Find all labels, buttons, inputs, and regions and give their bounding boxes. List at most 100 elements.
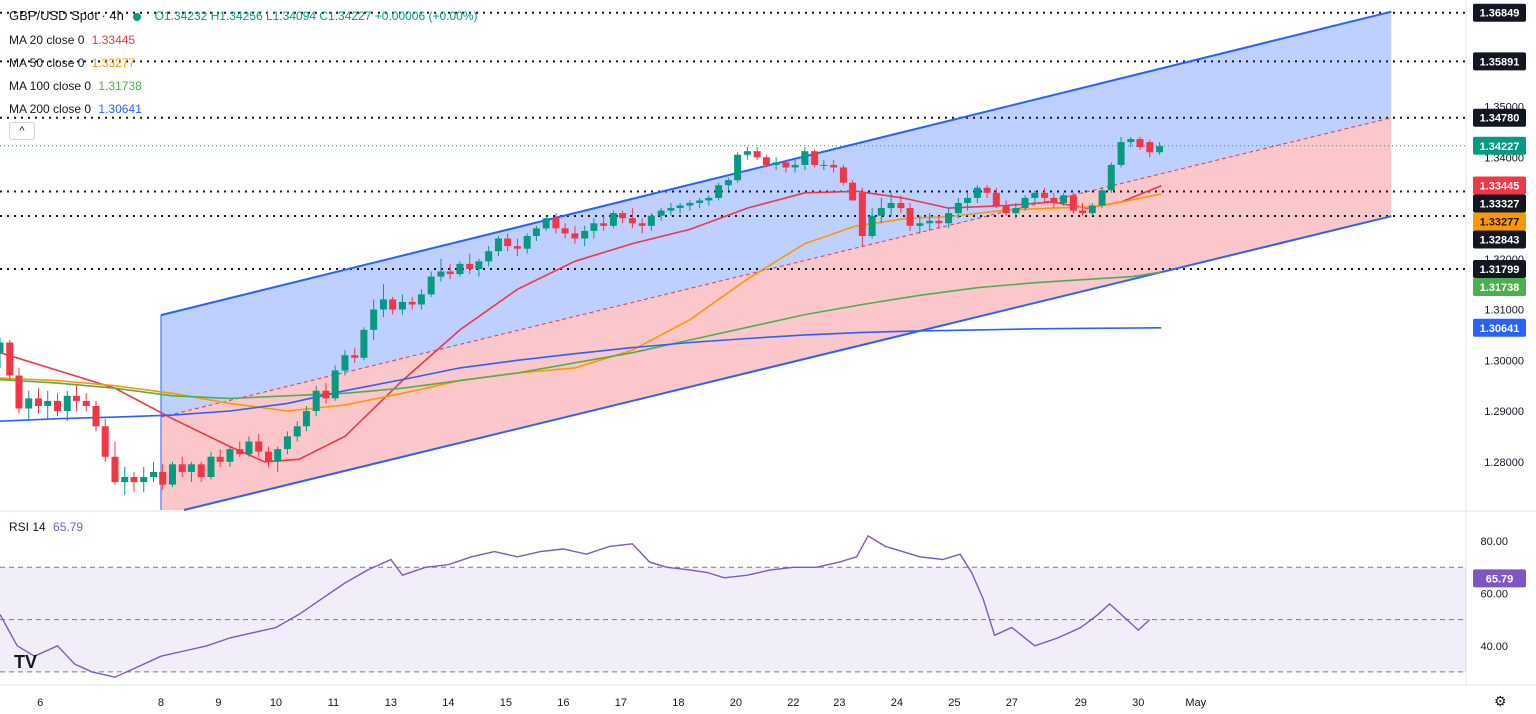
candle-body: [92, 405, 100, 427]
candle-body: [983, 187, 991, 193]
candle-body: [1127, 139, 1135, 143]
rsi-tick-label: 40.00: [1480, 641, 1508, 653]
time-tick-label: 23: [833, 697, 845, 709]
rsi-line: [0, 534, 1151, 678]
candle-body: [628, 218, 636, 224]
candle-body: [1117, 142, 1125, 165]
candle-body: [331, 370, 339, 399]
ma200-legend[interactable]: MA 200 close 0 1.30641: [9, 102, 142, 116]
candle-body: [15, 375, 23, 409]
price-label-text: 1.33327: [1480, 198, 1520, 210]
tradingview-logo[interactable]: TV: [14, 652, 37, 673]
ma50-label: MA 50 close 0: [9, 56, 85, 70]
price-label-box: [1473, 318, 1526, 337]
candle-body: [782, 162, 790, 168]
price-label-box: [1473, 176, 1526, 195]
candle-body: [245, 441, 253, 455]
time-tick-label: 10: [270, 697, 282, 709]
price-label-text: 1.31799: [1480, 264, 1520, 276]
logo-text: TV: [14, 652, 38, 672]
candle-body: [897, 202, 905, 209]
rsi-legend[interactable]: RSI 14 65.79: [9, 520, 83, 534]
time-tick-label: 14: [442, 697, 454, 709]
time-tick-label: 24: [891, 697, 903, 709]
time-tick-label: 15: [500, 697, 512, 709]
candle-body: [408, 301, 416, 305]
candle-body: [25, 398, 33, 409]
price-tick-label: 1.28000: [1484, 457, 1524, 469]
price-label-box: [1473, 230, 1526, 249]
candle-body: [197, 464, 205, 478]
candle-body: [207, 456, 215, 478]
candle-body: [1136, 139, 1144, 148]
candle-body: [839, 167, 847, 183]
candle-body: [446, 271, 454, 275]
candle-body: [236, 449, 244, 455]
candle-body: [992, 192, 1000, 206]
candle-body: [609, 213, 617, 226]
symbol-legend: GBP/USD Spot · 4h O1.34232 H1.34256 L1.3…: [9, 8, 478, 23]
time-tick-label: May: [1185, 697, 1206, 709]
candle-body: [590, 223, 598, 231]
candle-body: [791, 164, 799, 168]
candle-body: [600, 223, 608, 226]
candle-body: [379, 299, 387, 310]
candle-body: [906, 208, 914, 226]
price-label-box: [1473, 52, 1526, 71]
time-tick-label: 11: [328, 697, 339, 709]
candle-body: [312, 390, 320, 412]
candle-body: [255, 441, 263, 452]
candle-body: [293, 426, 301, 437]
price-label-text: 1.35891: [1480, 56, 1520, 68]
candle-body: [887, 202, 895, 209]
rsi-label: RSI 14: [9, 520, 46, 534]
candle-body: [877, 208, 885, 216]
channel-upper-fill: [160, 11, 1392, 418]
gear-icon[interactable]: ⚙: [1494, 693, 1507, 709]
ma100-legend[interactable]: MA 100 close 0 1.31738: [9, 79, 142, 93]
time-tick-label: 16: [557, 697, 569, 709]
time-tick-label: 29: [1075, 697, 1087, 709]
candle-body: [130, 477, 138, 483]
candle-body: [762, 157, 770, 165]
ma100-value: 1.31738: [98, 79, 142, 93]
candle-body: [121, 477, 129, 483]
candle-body: [1069, 195, 1077, 211]
candle-body: [427, 276, 435, 295]
candle-body: [964, 197, 972, 203]
channel-lower-fill: [160, 117, 1392, 510]
symbol-title[interactable]: GBP/USD Spot · 4h: [9, 8, 124, 23]
candle-body: [858, 192, 866, 236]
candle-body: [475, 261, 483, 269]
candle-body: [456, 263, 464, 275]
candle-body: [811, 151, 819, 165]
candle-body: [1156, 146, 1164, 153]
price-tick-label: 1.30000: [1484, 355, 1524, 367]
candle-body: [724, 180, 732, 186]
channel-middle-line: [160, 117, 1392, 418]
candle-body: [302, 411, 310, 427]
ma20-legend[interactable]: MA 20 close 0 1.33445: [9, 33, 135, 47]
candle-body: [532, 228, 540, 236]
time-tick-label: 27: [1006, 697, 1018, 709]
candle-body: [1002, 205, 1010, 214]
price-label-box: [1473, 194, 1526, 213]
price-label-box: [1473, 108, 1526, 127]
collapse-legend-button[interactable]: ^: [9, 122, 35, 140]
ma20-line: [0, 184, 1162, 463]
candle-body: [1098, 190, 1106, 206]
price-label-text: 1.34227: [1480, 141, 1520, 153]
candle-body: [523, 235, 531, 249]
price-label-box: [1473, 212, 1526, 231]
ma50-legend[interactable]: MA 50 close 0 1.33277: [9, 56, 135, 70]
candle-body: [561, 228, 569, 234]
time-tick-label: 20: [730, 697, 742, 709]
candle-body: [581, 230, 589, 239]
candle-body: [571, 233, 579, 239]
candle-body: [1107, 164, 1115, 191]
price-label-text: 1.31738: [1480, 282, 1520, 294]
candle-body: [398, 301, 406, 310]
candle-body: [322, 390, 330, 399]
price-label-text: 1.36849: [1480, 8, 1520, 20]
candle-body: [72, 395, 80, 401]
